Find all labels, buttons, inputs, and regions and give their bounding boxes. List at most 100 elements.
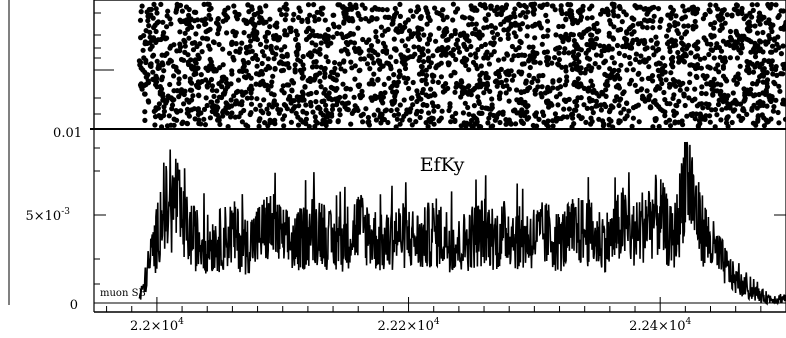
scatter-point <box>171 73 177 79</box>
scatter-point <box>624 67 630 73</box>
scatter-point <box>494 31 501 37</box>
scatter-point <box>188 57 194 63</box>
scatter-point <box>257 41 264 48</box>
scatter-point <box>154 84 160 90</box>
scatter-point <box>378 111 384 117</box>
scatter-point <box>677 87 683 93</box>
scatter-point <box>544 1 550 7</box>
scatter-point <box>709 47 716 54</box>
scatter-point <box>642 98 648 104</box>
scatter-point <box>352 76 358 82</box>
scatter-point <box>598 11 604 17</box>
scatter-point <box>544 18 551 24</box>
scatter-point <box>530 3 536 10</box>
scatter-point <box>518 118 524 124</box>
scatter-point <box>300 53 306 60</box>
scatter-point <box>558 8 564 14</box>
scatter-point <box>553 32 559 38</box>
scatter-point <box>246 9 252 15</box>
scatter-point <box>445 37 451 43</box>
scatter-point <box>179 120 185 127</box>
scatter-point <box>380 40 387 47</box>
scatter-point <box>143 74 149 80</box>
scatter-point <box>440 33 446 39</box>
scatter-point <box>152 78 159 84</box>
scatter-point <box>381 81 387 87</box>
scatter-point <box>713 44 719 51</box>
scatter-point <box>182 43 188 49</box>
scatter-point <box>777 88 783 94</box>
scatter-point <box>668 56 675 62</box>
scatter-point <box>616 102 622 109</box>
scatter-point <box>291 11 297 17</box>
scatter-point <box>438 115 444 121</box>
scatter-point <box>574 80 580 86</box>
scatter-point <box>501 27 507 33</box>
scatter-point <box>676 98 682 104</box>
scatter-point <box>566 106 573 112</box>
scatter-point <box>525 9 531 15</box>
scatter-point <box>440 17 446 23</box>
scatter-point <box>633 103 639 109</box>
scatter-point <box>243 89 249 95</box>
scatter-point <box>718 117 724 123</box>
scatter-point <box>196 93 202 99</box>
scatter-point <box>377 66 383 72</box>
scatter-point <box>323 102 329 108</box>
scatter-point <box>364 39 370 46</box>
scatter-point <box>307 12 313 18</box>
scatter-point <box>393 58 399 65</box>
scatter-point <box>774 41 780 47</box>
scatter-point <box>470 59 477 65</box>
scatter-point <box>391 72 397 78</box>
scatter-point <box>215 31 221 37</box>
scatter-point <box>137 17 144 23</box>
scatter-point <box>732 107 738 113</box>
scatter-point <box>526 44 532 50</box>
scatter-point <box>265 87 271 93</box>
scatter-point <box>410 102 416 108</box>
scatter-point <box>605 11 611 18</box>
scatter-point <box>159 52 165 58</box>
scatter-point <box>248 101 255 107</box>
scatter-point <box>775 14 781 20</box>
scatter-point <box>435 103 441 110</box>
scatter-point <box>258 108 264 114</box>
scatter-point <box>251 27 257 33</box>
scatter-point <box>566 96 572 102</box>
scatter-point <box>297 58 304 64</box>
scatter-point <box>746 28 752 34</box>
scatter-point <box>508 121 514 127</box>
scatter-point <box>684 86 690 92</box>
scatter-point <box>419 68 425 74</box>
scatter-point <box>220 62 226 68</box>
scatter-point <box>615 27 621 33</box>
scatter-point <box>599 48 605 54</box>
scatter-point <box>672 22 678 29</box>
scatter-point <box>519 99 525 105</box>
scatter-point <box>287 93 293 100</box>
scatter-point <box>728 37 734 43</box>
scatter-point <box>426 64 433 70</box>
scatter-point <box>598 102 604 108</box>
scatter-point <box>609 55 615 61</box>
scatter-point <box>656 123 662 130</box>
scatter-point <box>332 60 338 66</box>
scatter-point <box>466 67 472 73</box>
scatter-point <box>770 108 777 114</box>
scatter-point <box>661 89 667 96</box>
scatter-point <box>320 5 326 11</box>
scatter-point <box>428 119 434 125</box>
scatter-point <box>520 10 526 16</box>
scatter-point <box>656 46 662 53</box>
scatter-point <box>254 36 260 43</box>
scatter-point <box>201 116 207 122</box>
scatter-point <box>239 40 245 46</box>
scatter-point <box>724 78 730 84</box>
scatter-point <box>689 5 695 11</box>
scatter-point <box>531 54 537 60</box>
scatter-point <box>765 118 771 125</box>
scatter-point <box>209 87 215 93</box>
scatter-point <box>682 102 688 109</box>
scatter-point <box>638 53 644 59</box>
